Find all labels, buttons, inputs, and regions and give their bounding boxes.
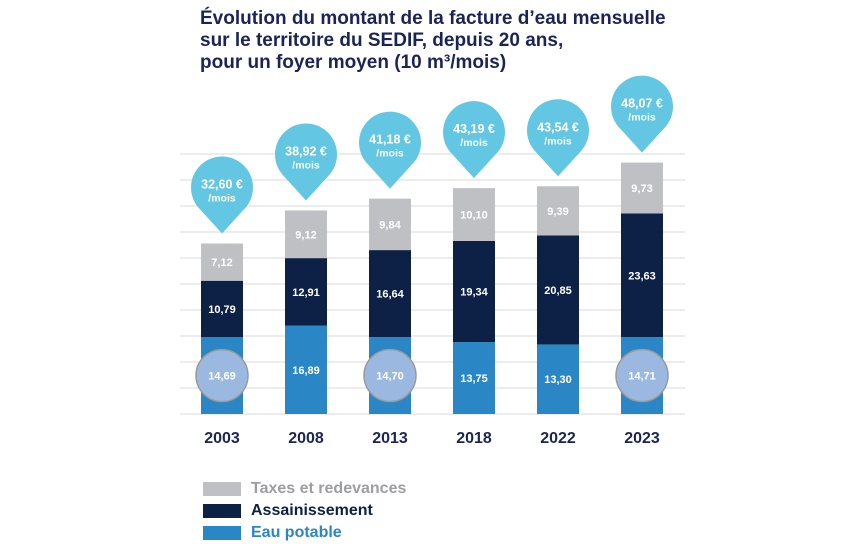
highlight-circle-2023 bbox=[615, 348, 669, 403]
total-unit-2018: /mois bbox=[460, 137, 488, 149]
data-label-taxes-2022: 9,39 bbox=[547, 206, 568, 218]
data-label-eau-potable-2008: 16,89 bbox=[292, 365, 320, 377]
total-value-2023: 48,07 € bbox=[621, 97, 663, 111]
bar-segment-assainissement-2003 bbox=[201, 280, 243, 338]
title-line-2: sur le territoire du SEDIF, depuis 20 an… bbox=[200, 30, 564, 51]
data-label-taxes-2018: 10,10 bbox=[460, 210, 488, 222]
data-label-taxes-2013: 9,84 bbox=[379, 219, 401, 231]
total-pin-2003 bbox=[191, 156, 253, 234]
bar-segment-assainissement-2018 bbox=[453, 240, 495, 343]
year-label-2022: 2022 bbox=[540, 430, 576, 447]
total-unit-2023: /mois bbox=[628, 112, 656, 124]
data-label-assainissement-2013: 16,64 bbox=[376, 289, 404, 301]
bar-segment-taxes-2003 bbox=[201, 243, 243, 281]
data-label-assainissement-2023: 23,63 bbox=[628, 270, 656, 282]
total-pin-2023 bbox=[611, 75, 673, 153]
data-label-eau-potable-2023: 14,71 bbox=[628, 371, 656, 383]
total-pin-2022 bbox=[527, 99, 590, 177]
year-label-2018: 2018 bbox=[456, 430, 492, 447]
highlight-circle-2013 bbox=[363, 348, 417, 403]
total-unit-2008: /mois bbox=[292, 159, 320, 171]
bar-segment-taxes-2023 bbox=[621, 162, 663, 214]
bar-segment-taxes-2008 bbox=[285, 210, 327, 259]
legend: Taxes et redevances Assainissement Eau p… bbox=[203, 478, 406, 544]
bar-segment-eau-potable-2022 bbox=[537, 344, 579, 414]
data-label-assainissement-2008: 12,91 bbox=[292, 287, 320, 299]
total-unit-2003: /mois bbox=[208, 193, 236, 205]
bar-segment-taxes-2013 bbox=[369, 198, 411, 251]
data-label-eau-potable-2003: 14,69 bbox=[208, 371, 236, 383]
legend-label-assainissement: Assainissement bbox=[251, 502, 373, 519]
total-pin-2008 bbox=[275, 123, 338, 201]
data-label-assainissement-2022: 20,85 bbox=[544, 285, 572, 297]
data-label-eau-potable-2022: 13,30 bbox=[544, 374, 572, 386]
total-unit-2022: /mois bbox=[544, 135, 572, 147]
data-label-taxes-2008: 9,12 bbox=[295, 229, 316, 241]
legend-swatch-taxes bbox=[203, 482, 241, 496]
bar-segment-eau-potable-2008 bbox=[285, 325, 327, 414]
data-label-eau-potable-2013: 14,70 bbox=[376, 371, 404, 383]
legend-label-taxes: Taxes et redevances bbox=[251, 480, 407, 497]
year-label-2013: 2013 bbox=[372, 430, 408, 447]
data-label-taxes-2003: 7,12 bbox=[211, 257, 232, 269]
total-value-2013: 41,18 € bbox=[369, 133, 411, 147]
legend-item-taxes: Taxes et redevances bbox=[203, 478, 406, 500]
bar-segment-eau-potable-2018 bbox=[453, 342, 495, 414]
bar-segment-assainissement-2008 bbox=[285, 258, 327, 326]
total-value-2018: 43,19 € bbox=[453, 122, 495, 136]
year-label-2008: 2008 bbox=[288, 430, 324, 447]
total-value-2003: 32,60 € bbox=[201, 178, 243, 192]
bar-segment-taxes-2022 bbox=[537, 186, 579, 236]
total-value-2008: 38,92 € bbox=[285, 144, 327, 158]
bar-segment-assainissement-2013 bbox=[369, 250, 411, 338]
total-pin-2013 bbox=[358, 111, 421, 189]
legend-swatch-assainissement bbox=[203, 504, 241, 518]
total-unit-2013: /mois bbox=[376, 148, 404, 160]
highlight-circle-2003 bbox=[195, 348, 249, 403]
legend-swatch-eau-potable bbox=[203, 526, 241, 540]
chart-title: Évolution du montant de la facture d’eau… bbox=[200, 8, 760, 74]
bar-segment-assainissement-2023 bbox=[621, 213, 663, 338]
total-value-2022: 43,54 € bbox=[537, 120, 579, 134]
title-line-3: pour un foyer moyen (10 m³/mois) bbox=[200, 52, 507, 73]
total-pin-2018 bbox=[442, 101, 505, 179]
year-label-2023: 2023 bbox=[624, 430, 660, 447]
bar-segment-taxes-2018 bbox=[453, 188, 495, 241]
legend-label-eau-potable: Eau potable bbox=[251, 524, 342, 541]
bar-segment-assainissement-2022 bbox=[537, 235, 579, 345]
legend-item-assainissement: Assainissement bbox=[203, 500, 406, 522]
year-label-2003: 2003 bbox=[204, 430, 240, 447]
data-label-assainissement-2003: 10,79 bbox=[208, 304, 236, 316]
legend-item-eau-potable: Eau potable bbox=[203, 522, 406, 544]
data-label-taxes-2023: 9,73 bbox=[631, 183, 652, 195]
data-label-assainissement-2018: 19,34 bbox=[460, 287, 488, 299]
title-line-1: Évolution du montant de la facture d’eau… bbox=[200, 8, 666, 29]
data-label-eau-potable-2018: 13,75 bbox=[460, 373, 488, 385]
